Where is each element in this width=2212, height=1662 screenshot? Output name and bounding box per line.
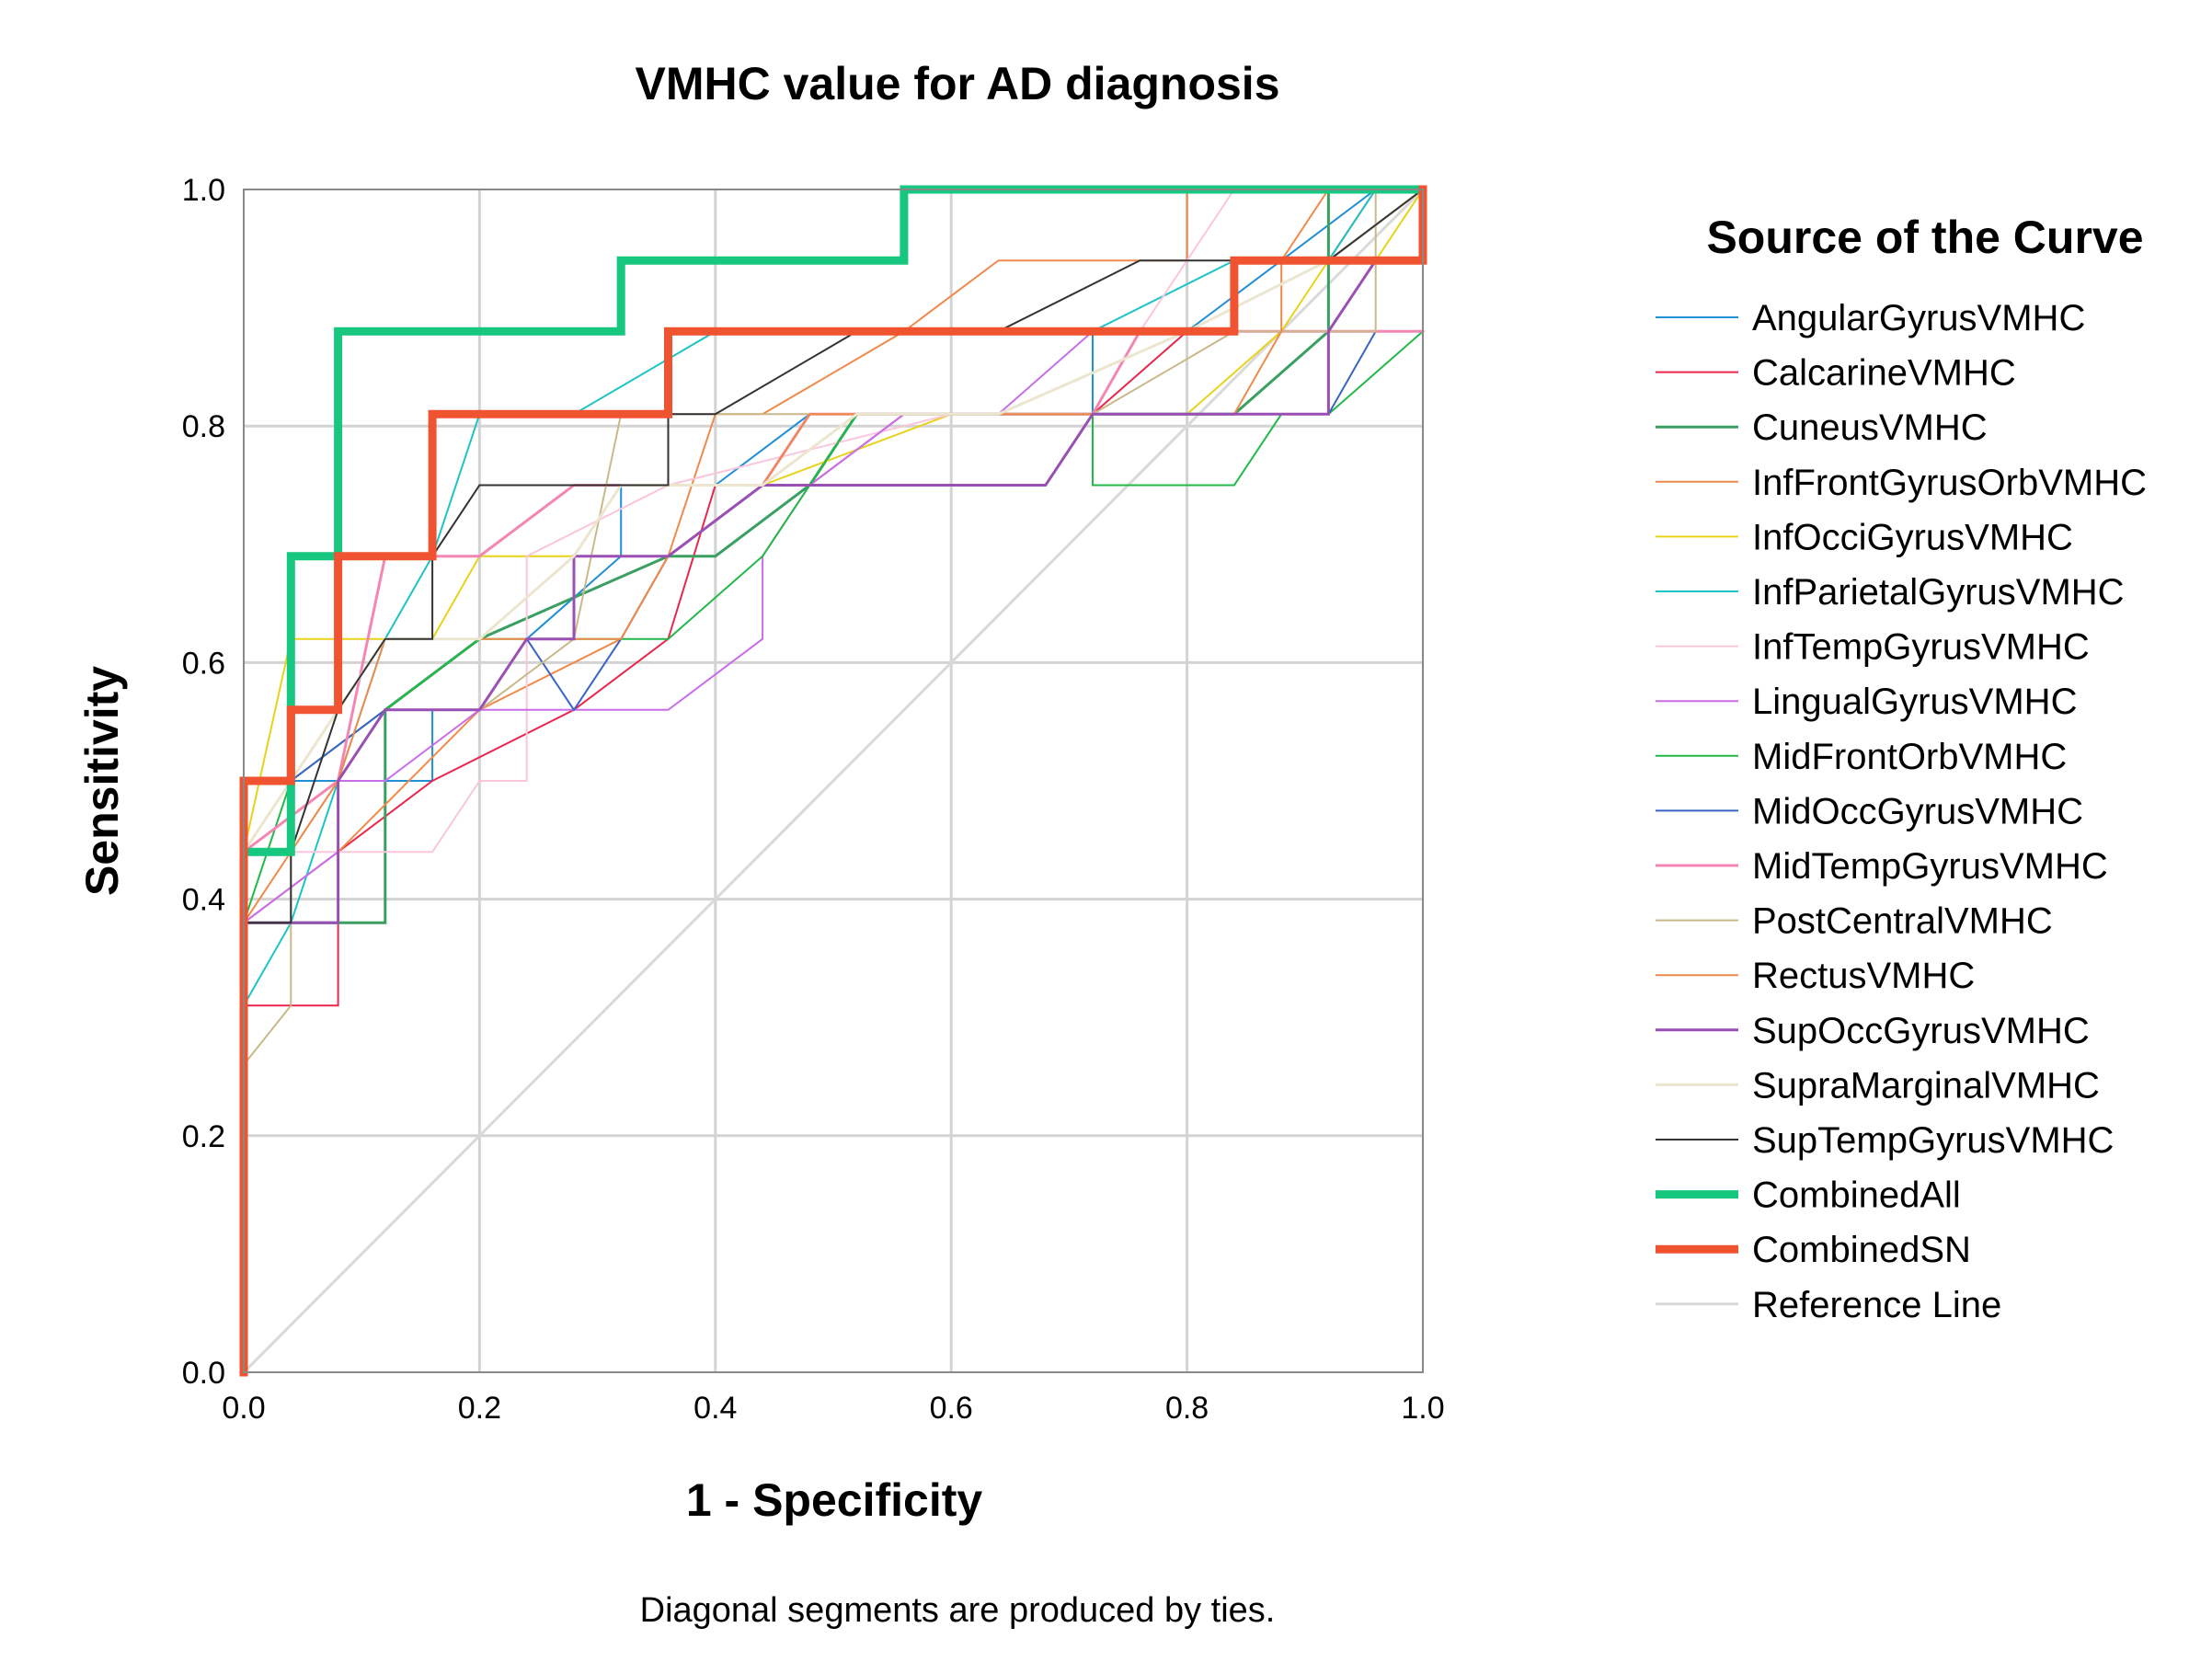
legend-item: SupOccGyrusVMHC — [1656, 1011, 2090, 1051]
x-axis-label: 1 - Specificity — [686, 1474, 983, 1526]
series-line-cuneusvmhc — [242, 188, 1425, 1374]
legend-item: LingualGyrusVMHC — [1656, 682, 2077, 722]
plot-area: 0.0 0.2 0.4 0.6 0.8 1.0 0.0 0.2 0.4 0.6 0.8 1.0 — [182, 173, 1445, 1426]
legend-item: InfTempGyrusVMHC — [1656, 627, 2090, 668]
y-tick-label: 1.0 — [182, 173, 225, 208]
x-tick-label: 0.0 — [222, 1391, 265, 1426]
legend-item: RectusVMHC — [1656, 956, 1975, 996]
gridlines — [244, 189, 1423, 1372]
legend-label: InfTempGyrusVMHC — [1752, 627, 2090, 668]
legend-item: InfOcciGyrusVMHC — [1656, 517, 2073, 557]
series-line-combinedsn — [239, 185, 1427, 1377]
series-line-rectusvmhc — [243, 189, 1424, 1373]
legend-title: Source of the Curve — [1706, 212, 2143, 263]
legend-label: InfFrontGyrusOrbVMHC — [1752, 463, 2147, 503]
legend-label: Reference Line — [1752, 1285, 2001, 1325]
legend-item: MidTempGyrusVMHC — [1656, 846, 2108, 887]
legend-item: CalcarineVMHC — [1656, 353, 2016, 394]
legend-item: MidFrontOrbVMHC — [1656, 737, 2067, 777]
series-lines — [239, 185, 1427, 1377]
legend-item: CombinedSN — [1656, 1230, 1971, 1270]
legend-label: MidOccGyrusVMHC — [1752, 791, 2083, 831]
legend-label: MidTempGyrusVMHC — [1752, 846, 2108, 887]
legend-label: AngularGyrusVMHC — [1752, 298, 2085, 338]
legend-item: InfParietalGyrusVMHC — [1656, 572, 2125, 613]
y-tick-label: 0.8 — [182, 409, 225, 444]
legend-label: CombinedAll — [1752, 1175, 1961, 1216]
footnote: Diagonal segments are produced by ties. — [640, 1591, 1276, 1630]
legend-label: CombinedSN — [1752, 1230, 1971, 1270]
legend-label: LingualGyrusVMHC — [1752, 682, 2077, 722]
legend-label: SupOccGyrusVMHC — [1752, 1011, 2090, 1051]
legend-item: MidOccGyrusVMHC — [1656, 791, 2083, 831]
y-tick-label: 0.6 — [182, 646, 225, 681]
x-tick-label: 0.4 — [693, 1391, 737, 1426]
plot-frame — [243, 189, 1424, 1373]
legend-label: CuneusVMHC — [1752, 407, 1988, 448]
series-line-reference-line — [241, 187, 1426, 1375]
series-line-suptempgyrusvmhc — [243, 188, 1425, 1373]
legend-item: SupraMarginalVMHC — [1656, 1065, 2100, 1106]
y-tick-label: 0.2 — [182, 1119, 225, 1154]
legend-item: SupTempGyrusVMHC — [1656, 1120, 2114, 1161]
legend-item: CuneusVMHC — [1656, 407, 1988, 448]
chart-title: VMHC value for AD diagnosis — [635, 58, 1279, 109]
y-tick-label: 0.0 — [182, 1356, 225, 1391]
legend-label: SupraMarginalVMHC — [1752, 1065, 2100, 1106]
legend: AngularGyrusVMHC CalcarineVMHC CuneusVMHC I… — [1656, 298, 2147, 1325]
legend-item: CombinedAll — [1656, 1175, 1961, 1216]
legend-label: CalcarineVMHC — [1752, 353, 2016, 394]
legend-label: InfOcciGyrusVMHC — [1752, 517, 2073, 557]
legend-label: InfParietalGyrusVMHC — [1752, 572, 2125, 613]
series-line-combinedall — [239, 185, 1427, 1377]
y-axis-label: Sensitivity — [76, 666, 128, 896]
legend-item: PostCentralVMHC — [1656, 901, 2053, 942]
x-tick-label: 0.8 — [1165, 1391, 1209, 1426]
legend-item: AngularGyrusVMHC — [1656, 298, 2085, 338]
y-tick-label: 0.4 — [182, 883, 225, 918]
legend-label: SupTempGyrusVMHC — [1752, 1120, 2114, 1161]
x-tick-label: 1.0 — [1401, 1391, 1444, 1426]
tick-labels: 0.0 0.2 0.4 0.6 0.8 1.0 0.0 0.2 0.4 0.6 0.8 1.0 — [182, 173, 1445, 1426]
x-tick-label: 0.2 — [458, 1391, 501, 1426]
legend-label: PostCentralVMHC — [1752, 901, 2053, 942]
x-tick-label: 0.6 — [930, 1391, 973, 1426]
legend-item: InfFrontGyrusOrbVMHC — [1656, 463, 2147, 503]
legend-item: Reference Line — [1656, 1285, 2001, 1325]
legend-label: MidFrontOrbVMHC — [1752, 737, 2067, 777]
legend-label: RectusVMHC — [1752, 956, 1975, 996]
